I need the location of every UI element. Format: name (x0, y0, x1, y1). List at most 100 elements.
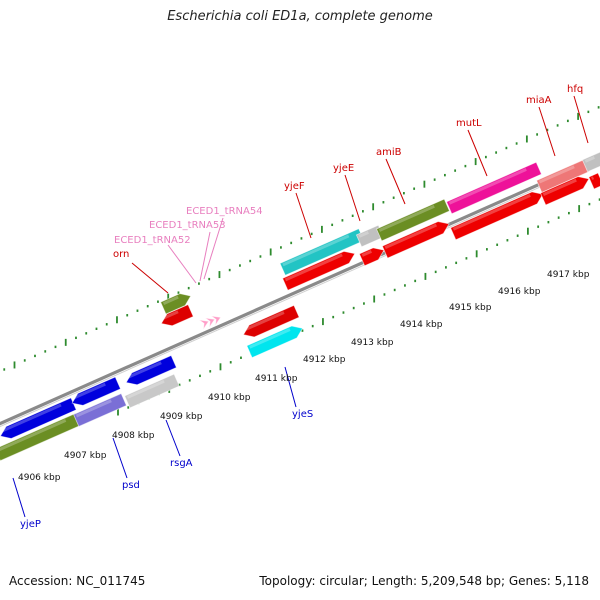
gene-shape (381, 221, 450, 259)
gene-feature (581, 149, 600, 173)
kbp-label: 4912 kbp (303, 355, 346, 365)
gene-highlight (162, 295, 179, 305)
gene-feature (211, 315, 222, 326)
gene-highlight (284, 253, 343, 282)
gene-label: ECED1_tRNA54 (186, 206, 263, 217)
gene-highlight (361, 249, 372, 257)
gene-feature (124, 373, 180, 409)
kbp-label: 4917 kbp (547, 270, 590, 280)
gene-feature (199, 319, 210, 330)
kbp-label: 4911 kbp (255, 374, 298, 384)
gene-shape (246, 325, 304, 359)
gene-label: rsgA (170, 458, 193, 469)
gene-leader-line (573, 95, 589, 144)
gene-highlight (282, 234, 350, 267)
topology-text: Topology: circular; Length: 5,209,548 bp… (259, 574, 589, 588)
gene-leader-line (344, 174, 361, 222)
gene-leader-line (385, 158, 406, 205)
gene-shape (199, 319, 210, 330)
gene-shape (73, 393, 127, 427)
accession-text: Accession: NC_011745 (9, 574, 146, 588)
gene-shape (581, 149, 600, 173)
gene-label: hfq (567, 84, 583, 95)
gene-feature (358, 247, 385, 267)
gene-feature (242, 304, 300, 338)
backbone-line (0, 155, 600, 426)
gene-leader-line (112, 437, 128, 479)
gene-feature (73, 393, 127, 427)
gene-shape (358, 247, 385, 267)
gene-label: miaA (526, 95, 552, 106)
gene-shape (539, 176, 590, 206)
gene-shape (536, 159, 590, 193)
gene-label: mutL (456, 118, 482, 129)
kbp-label: 4913 kbp (351, 338, 394, 348)
gene-label: ECED1_tRNA53 (149, 220, 226, 231)
gene-highlight (249, 328, 291, 349)
backbone-highlight (0, 159, 600, 428)
gene-highlight (126, 379, 165, 399)
gene-highlight (0, 419, 67, 452)
gene-highlight (584, 155, 595, 163)
gene-highlight (542, 178, 577, 196)
gene-highlight (452, 194, 531, 231)
gene-highlight (378, 204, 435, 232)
gene-label: ECED1_tRNA52 (114, 235, 191, 246)
kbp-label: 4914 kbp (400, 320, 443, 330)
gene-label: amiB (376, 147, 402, 158)
gene-highlight (591, 176, 595, 180)
gene-feature (536, 159, 590, 193)
gene-highlight (358, 230, 369, 238)
gene-feature (160, 293, 192, 315)
gene-feature (0, 397, 77, 439)
gene-leader-line (199, 231, 211, 282)
gene-highlight (75, 399, 112, 418)
gene-feature (450, 191, 544, 241)
gene-feature (381, 221, 450, 259)
kbp-label: 4916 kbp (498, 287, 541, 297)
gene-label: yjeS (292, 409, 313, 420)
gene-feature (125, 355, 177, 386)
gene-feature (446, 161, 542, 215)
gene-shape (282, 250, 356, 291)
kbp-label: 4909 kbp (160, 412, 203, 422)
kbp-label: 4908 kbp (112, 431, 155, 441)
gene-shape (375, 198, 451, 242)
kbp-label: 4907 kbp (64, 451, 107, 461)
gene-label: yjeP (20, 519, 41, 530)
gene-leader-line (284, 366, 297, 408)
gene-shape (205, 317, 216, 328)
gene-leader-line (295, 192, 312, 239)
gene-feature (539, 176, 590, 206)
kbp-label: 4906 kbp (18, 473, 61, 483)
gene-shape (71, 376, 122, 406)
gene-shape (211, 315, 222, 326)
gene-leader-line (467, 129, 488, 177)
gene-label: yjeF (284, 181, 305, 192)
page-title: Escherichia coli ED1a, complete genome (167, 9, 433, 24)
gene-shape (0, 397, 77, 439)
gene-shape (125, 355, 177, 386)
gene-label: psd (122, 480, 140, 491)
gene-feature (205, 317, 216, 328)
gene-feature (246, 325, 304, 359)
gene-highlight (0, 403, 62, 434)
gene-highlight (71, 382, 106, 400)
gene-shape (124, 373, 180, 409)
gene-feature (71, 376, 122, 406)
gene-shape (242, 304, 300, 338)
gene-shape (160, 293, 192, 315)
gene-label: yjeE (333, 163, 354, 174)
gene-label: orn (113, 249, 129, 260)
gene-leader-line (165, 419, 181, 457)
gene-leader-line (131, 262, 169, 294)
gene-shape (588, 172, 600, 190)
gene-highlight (125, 361, 162, 380)
kbp-label: 4915 kbp (449, 303, 492, 313)
gene-leader-line (167, 244, 197, 284)
gene-highlight (538, 165, 575, 184)
gene-leader-line (12, 477, 26, 518)
gene-feature (375, 198, 451, 242)
gene-shape (450, 191, 544, 241)
